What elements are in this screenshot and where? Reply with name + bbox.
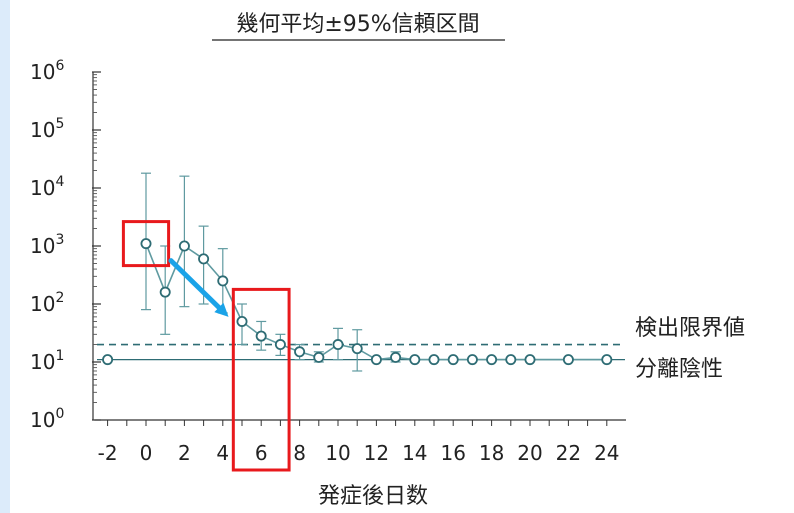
x-tick-label: 0 (140, 441, 153, 465)
data-point (159, 286, 171, 298)
x-tick-label: -2 (98, 441, 118, 465)
x-tick-label: 20 (517, 441, 542, 465)
x-tick-label: 8 (293, 441, 306, 465)
x-tick-label: 12 (364, 441, 389, 465)
x-tick-label: 22 (556, 441, 581, 465)
data-point (601, 354, 613, 366)
x-tick-label: 10 (325, 441, 350, 465)
data-point (102, 354, 114, 366)
isolation-negative-label: 分離陰性 (635, 357, 723, 382)
data-point (524, 354, 536, 366)
detection-limit-label: 検出限界値 (635, 316, 745, 341)
y-tick-label: 104 (30, 174, 64, 200)
highlight-box-day0 (121, 220, 171, 268)
y-tick-label: 103 (30, 232, 64, 258)
chart-panel (10, 0, 794, 513)
x-axis-label: 発症後日数 (318, 484, 428, 509)
trend-arrow-head (214, 302, 229, 317)
data-point (409, 354, 421, 366)
data-point (428, 354, 440, 366)
x-tick-label: 2 (178, 441, 191, 465)
y-tick-label: 101 (30, 348, 64, 374)
data-point (351, 343, 363, 355)
highlight-box-day6 (231, 287, 291, 472)
y-tick-label: 102 (30, 290, 64, 316)
data-point (313, 351, 325, 363)
data-point (562, 354, 574, 366)
trend-arrow (168, 258, 223, 311)
y-tick-label: 105 (30, 116, 64, 142)
data-point (274, 339, 286, 351)
x-tick-label: 24 (594, 441, 619, 465)
x-tick-label: 16 (440, 441, 465, 465)
x-tick-label: 6 (255, 441, 268, 465)
data-point (294, 346, 306, 358)
data-point (236, 315, 248, 327)
data-point (466, 354, 478, 366)
data-point (370, 354, 382, 366)
data-point (178, 240, 190, 252)
x-tick-label: 18 (479, 441, 504, 465)
data-point (140, 238, 152, 250)
data-point (486, 354, 498, 366)
data-point (390, 351, 402, 363)
data-point (255, 330, 267, 342)
y-tick-label: 106 (30, 58, 64, 84)
data-point (332, 339, 344, 351)
x-tick-label: 4 (216, 441, 229, 465)
data-point (447, 354, 459, 366)
y-tick-label: 100 (30, 406, 64, 432)
data-point (505, 354, 517, 366)
chart-title: 幾何平均±95%信頼区間 (236, 12, 479, 37)
data-point (198, 253, 210, 265)
x-tick-label: 14 (402, 441, 427, 465)
data-point (217, 275, 229, 287)
